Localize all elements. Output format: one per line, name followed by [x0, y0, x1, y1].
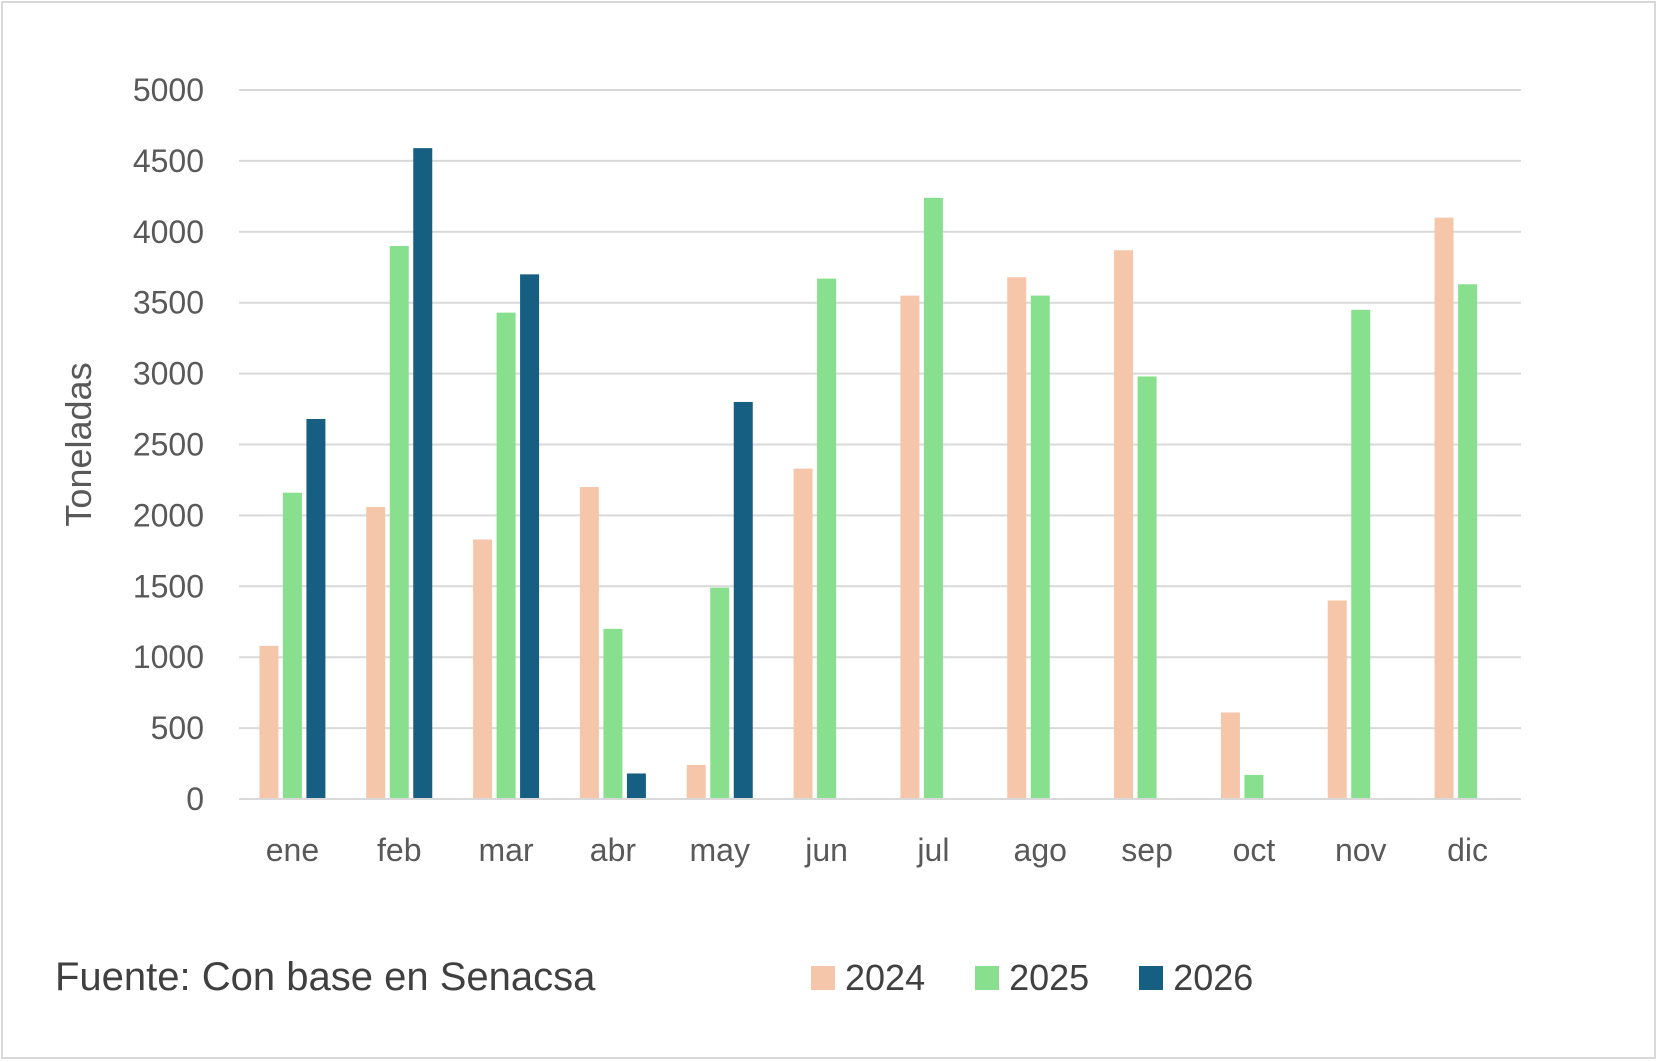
bar-2026-may [733, 401, 753, 799]
x-tick-label-jun: jun [804, 832, 848, 868]
bar-2026-ene [306, 418, 326, 799]
bar-2025-abr [603, 628, 623, 799]
y-tick-label: 1000 [133, 639, 204, 675]
y-tick-label: 5000 [133, 72, 204, 108]
legend-label-2024: 2024 [845, 957, 926, 998]
bars [259, 148, 1478, 800]
bar-2025-sep [1137, 376, 1157, 799]
bar-2024-mar [473, 539, 493, 799]
bar-2024-ago [1007, 277, 1027, 799]
legend-label-2026: 2026 [1173, 957, 1254, 998]
bar-2025-jul [923, 197, 943, 799]
legend-swatch-2025 [975, 966, 1000, 990]
legend-item-2025: 2025 [975, 957, 1089, 999]
bar-2024-sep [1114, 250, 1134, 799]
y-axis-title: Toneladas [58, 362, 99, 526]
bar-2025-mar [496, 312, 516, 799]
x-tick-label-mar: mar [479, 832, 534, 868]
bar-2025-feb [389, 245, 409, 800]
x-tick-label-nov: nov [1335, 832, 1387, 868]
bar-2025-ene [282, 492, 302, 799]
x-tick-label-jul: jul [916, 832, 949, 868]
bar-2024-oct [1220, 712, 1240, 799]
bar-2024-feb [366, 506, 386, 799]
y-tick-label: 500 [151, 710, 204, 746]
y-tick-label: 1500 [133, 568, 204, 604]
bar-2024-ene [259, 645, 279, 799]
bar-2024-abr [579, 487, 599, 799]
chart-plot: 0 500 1000 1500 2000 2500 3000 3500 4000 4500 5000… [58, 72, 1521, 868]
source-note: Fuente: Con base en Senacsa [55, 955, 596, 999]
bar-2026-mar [520, 274, 540, 800]
y-axis-ticks: 0 500 1000 1500 2000 2500 3000 3500 4000 4500 5000 [133, 72, 204, 817]
bar-2024-jun [793, 468, 813, 799]
x-tick-label-sep: sep [1121, 832, 1173, 868]
bar-2025-oct [1244, 774, 1264, 799]
bar-2026-abr [626, 773, 646, 799]
legend-swatch-2026 [1139, 966, 1164, 990]
x-tick-label-dic: dic [1447, 832, 1488, 868]
y-tick-label: 2000 [133, 497, 204, 533]
bar-2025-jun [817, 278, 837, 799]
y-tick-label: 3500 [133, 285, 204, 321]
y-tick-label: 0 [186, 781, 204, 817]
bar-2026-feb [413, 148, 433, 799]
y-tick-label: 4500 [133, 143, 204, 179]
gridlines [239, 89, 1521, 730]
legend: 2024 2025 2026 [811, 957, 1303, 999]
bar-2024-jul [900, 295, 920, 799]
x-tick-label-ene: ene [266, 832, 319, 868]
y-tick-label: 3000 [133, 356, 204, 392]
legend-label-2025: 2025 [1009, 957, 1090, 998]
bar-2024-may [686, 764, 706, 799]
bar-2024-nov [1327, 600, 1347, 799]
bar-2025-may [710, 587, 730, 799]
bar-2025-nov [1351, 309, 1371, 799]
legend-item-2024: 2024 [811, 957, 925, 999]
x-tick-label-ago: ago [1014, 832, 1067, 868]
y-tick-label: 2500 [133, 427, 204, 463]
x-axis-ticks: ene feb mar abr may jun jul ago sep oct nov dic [266, 832, 1488, 868]
x-tick-label-oct: oct [1233, 832, 1276, 868]
bar-2024-dic [1434, 217, 1454, 799]
bar-2025-ago [1030, 295, 1050, 799]
y-tick-label: 4000 [133, 214, 204, 250]
legend-item-2026: 2026 [1139, 957, 1253, 999]
legend-swatch-2024 [811, 966, 835, 990]
x-tick-label-may: may [690, 832, 750, 868]
bar-2025-dic [1458, 284, 1478, 799]
x-tick-label-feb: feb [377, 832, 421, 868]
x-tick-label-abr: abr [590, 832, 637, 868]
